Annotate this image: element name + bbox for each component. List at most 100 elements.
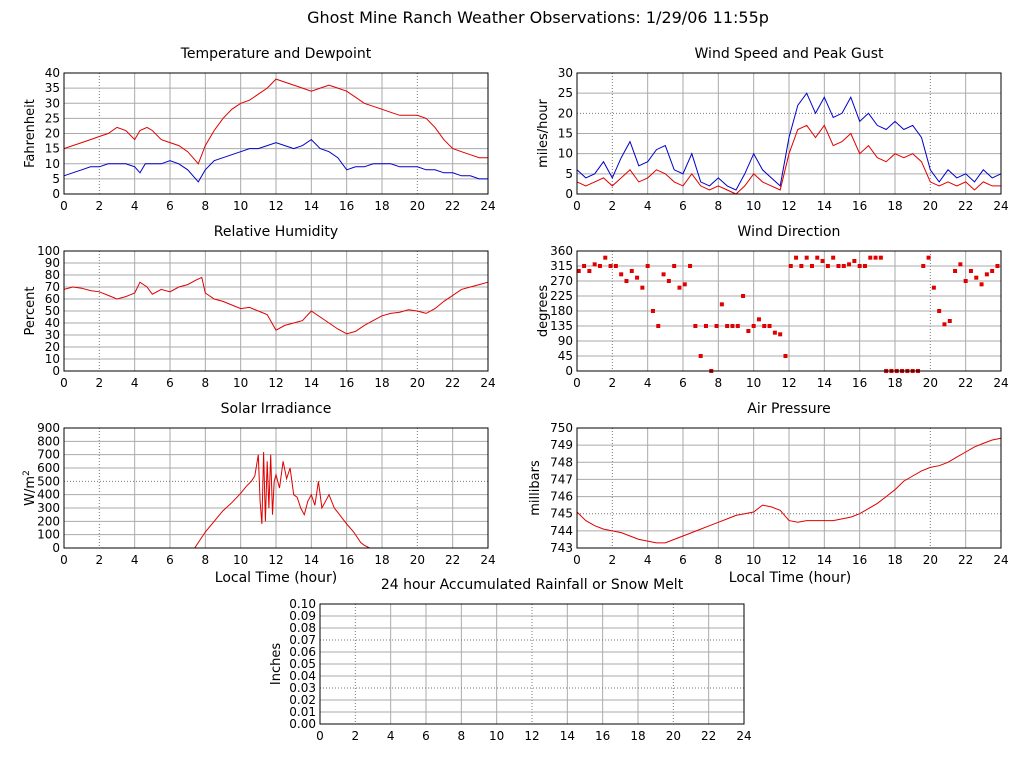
direction-data-point	[624, 279, 629, 283]
direction-data-point	[746, 329, 751, 333]
rain-x-tick-label: 20	[666, 729, 681, 743]
wind-x-tick-label: 0	[573, 199, 581, 213]
pressure-x-tick-label: 16	[852, 553, 867, 567]
temperature-x-tick-label: 18	[374, 199, 389, 213]
direction-data-point	[772, 330, 777, 335]
temperature-y-tick-label: 25	[45, 111, 60, 125]
solar-y-tick-label: 800	[37, 434, 60, 448]
wind-series-line-1	[576, 124, 1001, 195]
solar-y-tick-label: 100	[37, 528, 60, 542]
direction-data-point	[836, 264, 841, 268]
direction-data-point	[921, 264, 926, 268]
direction-data-point	[698, 354, 703, 358]
direction-data-point	[682, 282, 687, 287]
pressure-x-tick-label: 18	[887, 553, 902, 567]
direction-data-point	[735, 324, 740, 328]
direction-y-axis-label: degrees	[536, 285, 551, 338]
wind-x-tick-label: 12	[781, 199, 796, 213]
direction-data-point	[719, 302, 724, 307]
humidity-x-tick-label: 14	[304, 376, 319, 390]
rain-y-tick-label: 0.02	[289, 693, 316, 707]
humidity-y-tick-label: 50	[45, 304, 60, 318]
pressure-y-axis-label: millibars	[528, 460, 543, 516]
wind-x-tick-label: 8	[715, 199, 723, 213]
humidity-y-tick-label: 40	[45, 316, 60, 330]
temperature-x-tick-label: 8	[202, 199, 210, 213]
direction-data-point	[725, 324, 730, 328]
temperature-y-tick-label: 15	[45, 142, 60, 156]
solar-y-axis-label-superscript: 2	[22, 470, 32, 476]
direction-data-point	[788, 264, 793, 268]
wind-x-tick-label: 22	[958, 199, 973, 213]
wind-x-tick-label: 18	[887, 199, 902, 213]
direction-data-point	[799, 264, 804, 268]
humidity-x-tick-label: 2	[96, 376, 104, 390]
humidity-x-tick-label: 18	[374, 376, 389, 390]
wind-x-tick-label: 4	[644, 199, 652, 213]
solar-y-axis-label: W/m2	[22, 470, 38, 506]
wind-x-tick-label: 2	[609, 199, 617, 213]
humidity-x-tick-label: 16	[339, 376, 354, 390]
temperature-y-tick-label: 20	[45, 127, 60, 141]
direction-plot-frame	[576, 250, 1002, 372]
direction-data-point	[820, 259, 825, 263]
direction-x-tick-label: 12	[781, 376, 796, 390]
pressure-x-tick-label: 8	[715, 553, 723, 567]
direction-data-point	[778, 332, 783, 337]
solar-x-tick-label: 22	[445, 553, 460, 567]
temperature-y-tick-label: 5	[52, 172, 60, 186]
solar-x-tick-label: 0	[60, 553, 68, 567]
solar-y-tick-label: 500	[37, 474, 60, 488]
direction-data-point	[868, 255, 873, 260]
direction-data-point	[968, 269, 973, 273]
humidity-y-tick-label: 60	[45, 292, 60, 306]
solar-x-tick-label: 16	[339, 553, 354, 567]
direction-title: Wind Direction	[738, 224, 841, 240]
solar-title: Solar Irradiance	[221, 401, 332, 417]
direction-data-point	[703, 324, 708, 328]
rain-x-tick-label: 24	[736, 729, 751, 743]
direction-x-tick-label: 24	[993, 376, 1008, 390]
direction-data-point	[847, 262, 852, 267]
humidity-x-tick-label: 10	[233, 376, 248, 390]
direction-data-point	[953, 269, 958, 273]
rain-x-tick-label: 2	[352, 729, 360, 743]
direction-data-point	[666, 279, 671, 283]
solar-x-tick-label: 14	[304, 553, 319, 567]
direction-data-point	[783, 354, 788, 358]
pressure-y-tick-label: 749	[550, 438, 573, 452]
wind-x-tick-label: 6	[679, 199, 687, 213]
solar-y-tick-label: 300	[37, 501, 60, 515]
wind-y-tick-label: 30	[558, 66, 573, 80]
direction-data-point	[640, 285, 645, 290]
direction-y-tick-label: 270	[550, 274, 573, 288]
direction-data-point	[603, 255, 608, 260]
direction-data-point	[597, 264, 602, 268]
wind-x-tick-label: 20	[923, 199, 938, 213]
direction-data-point	[756, 317, 761, 322]
rain-y-tick-label: 0.08	[289, 621, 316, 635]
humidity-y-tick-label: 30	[45, 328, 60, 342]
direction-data-point	[672, 264, 677, 268]
wind-plot-frame	[576, 72, 1002, 195]
solar-y-tick-label: 900	[37, 421, 60, 435]
direction-data-point	[688, 264, 693, 268]
pressure-series-line-0	[576, 437, 1002, 544]
pressure-x-tick-label: 20	[923, 553, 938, 567]
solar-x-tick-label: 12	[268, 553, 283, 567]
solar-x-tick-label: 2	[96, 553, 104, 567]
direction-data-point	[613, 264, 618, 268]
pressure-y-tick-label: 746	[550, 490, 573, 504]
direction-data-point	[661, 272, 666, 277]
temperature-y-tick-label: 30	[45, 96, 60, 110]
direction-data-point	[650, 309, 655, 313]
humidity-y-tick-label: 100	[37, 244, 60, 258]
pressure-x-tick-label: 12	[781, 553, 796, 567]
pressure-y-tick-label: 743	[550, 541, 573, 555]
temperature-y-axis-label: Fahrenheit	[23, 99, 38, 168]
rain-y-tick-label: 0.00	[289, 717, 316, 731]
direction-data-point	[831, 255, 836, 260]
wind-y-tick-label: 10	[558, 147, 573, 161]
solar-y-tick-label: 400	[37, 488, 60, 502]
